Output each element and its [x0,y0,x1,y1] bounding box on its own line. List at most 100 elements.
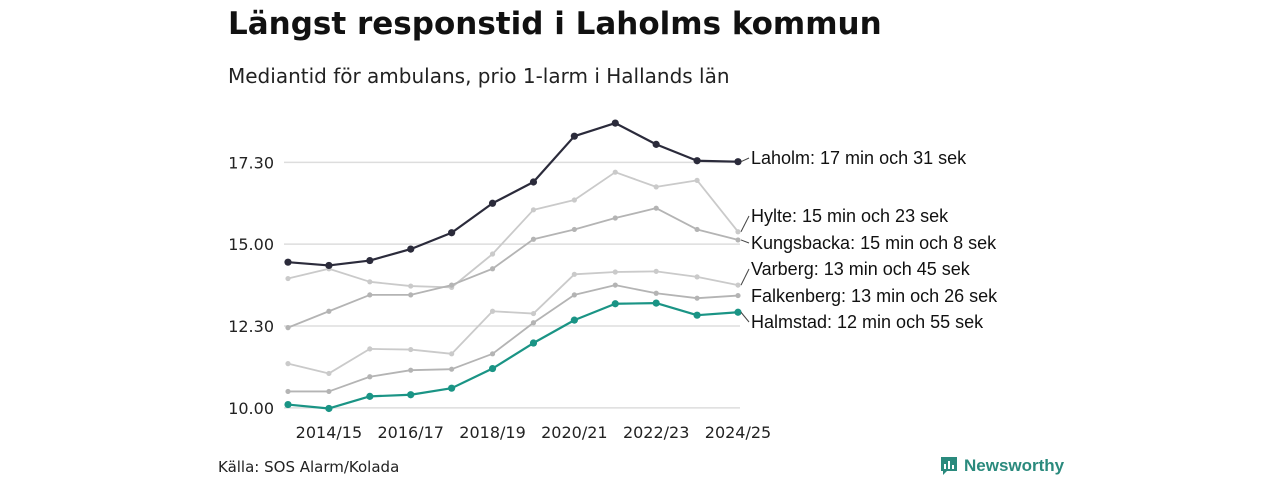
data-point-halmstad [448,384,456,392]
y-tick-label: 17.30 [228,153,274,172]
data-point-falkenberg [653,290,659,296]
series-label-laholm: Laholm: 17 min och 31 sek [751,148,967,168]
y-tick-label: 15.00 [228,235,274,254]
x-tick-label: 2022/23 [623,423,689,442]
data-point-halmstad [407,391,415,399]
data-point-halmstad [366,392,374,400]
data-point-laholm [529,178,538,186]
data-point-falkenberg [285,388,291,395]
data-point-falkenberg [489,351,496,357]
data-point-hylte [653,184,659,190]
data-point-hylte [285,275,291,282]
data-point-kungsbacka [449,282,455,288]
data-point-varberg [285,361,291,367]
series-line-varberg [287,270,739,375]
series-line-halmstad [287,301,739,410]
data-point-varberg [571,271,577,277]
data-point-kungsbacka [530,236,537,242]
data-point-hylte [612,169,618,175]
data-point-kungsbacka [735,237,741,243]
data-point-falkenberg [367,374,373,380]
series-label-halmstad: Halmstad: 12 min och 55 sek [751,312,984,332]
data-point-kungsbacka [285,325,291,331]
data-point-halmstad [529,339,538,347]
data-point-varberg [449,351,455,357]
brand-name: Newsworthy [964,456,1065,475]
data-point-falkenberg [408,367,414,373]
data-point-kungsbacka [326,308,332,314]
data-point-falkenberg [326,388,332,395]
brand-logo[interactable]: Newsworthy [940,456,1064,476]
x-tick-label: 2024/25 [705,423,771,442]
data-point-kungsbacka [653,205,659,211]
data-point-varberg [653,268,659,274]
chart-subtitle: Mediantid för ambulans, prio 1-larm i Ha… [228,64,730,88]
data-point-falkenberg [612,282,618,288]
data-point-kungsbacka [367,292,373,298]
source-note: Källa: SOS Alarm/Kolada [218,458,400,476]
data-point-hylte [694,177,700,183]
data-point-hylte [367,279,373,285]
data-point-falkenberg [735,292,741,299]
data-point-laholm [448,229,456,237]
data-point-varberg [694,274,700,280]
y-tick-label: 10.00 [228,399,274,418]
data-point-laholm [488,199,497,207]
label-leader-line [740,311,750,323]
x-tick-label: 2018/19 [459,423,525,442]
data-point-varberg [408,346,414,353]
data-point-hylte [735,229,741,235]
x-tick-label: 2020/21 [541,423,607,442]
data-point-falkenberg [449,366,455,372]
data-point-hylte [571,197,577,203]
data-point-kungsbacka [408,292,414,298]
data-point-laholm [611,119,619,127]
series-label-kungsbacka: Kungsbacka: 15 min och 8 sek [751,233,997,253]
data-point-falkenberg [694,295,700,301]
data-point-varberg [612,269,618,275]
data-point-hylte [530,207,537,213]
x-tick-label: 2016/17 [377,423,443,442]
newsworthy-logo-icon [941,457,957,475]
series-label-falkenberg: Falkenberg: 13 min och 26 sek [751,286,998,306]
data-point-laholm [366,256,374,265]
data-point-laholm [652,140,660,148]
series-label-varberg: Varberg: 13 min och 45 sek [751,259,971,279]
data-point-kungsbacka [612,215,618,221]
data-point-hylte [489,251,496,257]
x-tick-label: 2014/15 [296,423,362,442]
label-leader-line [740,268,750,286]
data-point-halmstad [734,308,742,316]
data-point-laholm [325,261,333,270]
data-point-laholm [284,258,292,266]
data-point-kungsbacka [694,226,700,233]
data-point-hylte [408,283,414,289]
data-point-halmstad [325,404,333,413]
data-point-halmstad [652,299,660,307]
data-point-kungsbacka [571,226,577,233]
data-point-halmstad [284,400,292,409]
series-label-hylte: Hylte: 15 min och 23 sek [751,206,949,226]
data-point-varberg [367,346,373,352]
label-leader-line [740,157,750,163]
data-point-laholm [407,245,415,253]
chart-title: Längst responstid i Laholms kommun [228,6,882,42]
data-point-laholm [570,132,578,140]
data-point-halmstad [611,300,619,308]
label-leader-line [740,215,750,232]
data-point-laholm [734,158,742,166]
label-leader-line [740,239,750,244]
data-point-varberg [489,308,496,314]
data-point-halmstad [570,316,578,324]
data-point-halmstad [693,311,701,319]
data-point-falkenberg [571,292,577,298]
data-point-varberg [530,310,537,317]
data-point-varberg [735,282,741,288]
y-tick-label: 12.30 [228,317,274,336]
series-line-falkenberg [288,284,739,393]
data-point-falkenberg [530,320,537,326]
series-line-laholm [287,121,739,267]
data-point-kungsbacka [489,266,496,272]
data-point-halmstad [488,364,497,373]
